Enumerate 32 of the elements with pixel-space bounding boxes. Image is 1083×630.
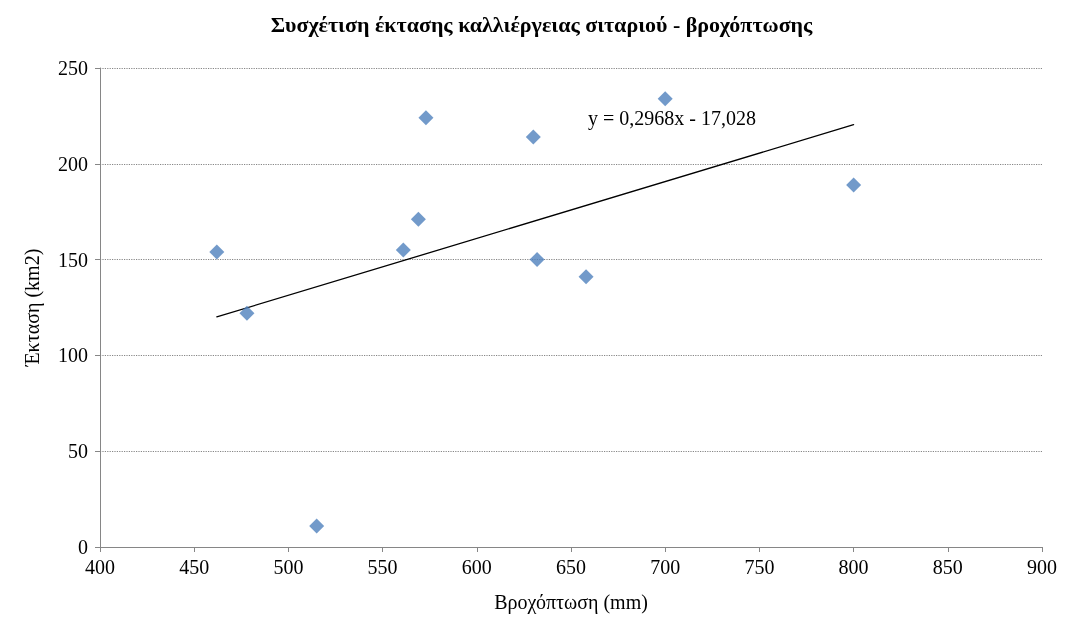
x-tick-label: 550 [367,556,398,578]
y-tick-label: 150 [58,248,88,271]
point [578,269,594,285]
x-tick-label: 500 [273,556,304,578]
y-tick-label: 100 [58,344,88,367]
point [529,252,545,268]
point [239,305,255,321]
point [657,91,673,107]
point [846,177,862,193]
y-tick-label: 250 [58,57,88,79]
x-tick-label: 600 [461,556,492,578]
point [395,242,411,258]
annotation: y = 0,2968x - 17,028 [588,107,756,130]
y-tick-label: 200 [58,152,88,175]
x-tick-label: 900 [1027,556,1057,578]
x-tick-label: 650 [556,556,586,578]
y-tick-label: 0 [78,536,88,558]
point [525,129,541,145]
x-tick-label: 750 [744,556,775,578]
x-tick-label: 450 [179,556,210,578]
point [410,211,426,227]
point [418,110,434,126]
x-axis-title: Βροχόπτωση (mm) [494,591,648,614]
x-tick-label: 700 [650,556,681,578]
y-tick-label: 50 [68,440,88,463]
point [309,518,325,534]
point [209,244,225,260]
chart-title: Συσχέτιση έκτασης καλλιέργειας σιταριού - βροχόπτωσης [270,11,814,37]
x-tick-label: 800 [838,556,869,578]
x-tick-label: 400 [85,556,115,578]
x-tick-label: 850 [932,556,963,578]
y-axis-title: Έκταση (km2) [21,248,44,368]
